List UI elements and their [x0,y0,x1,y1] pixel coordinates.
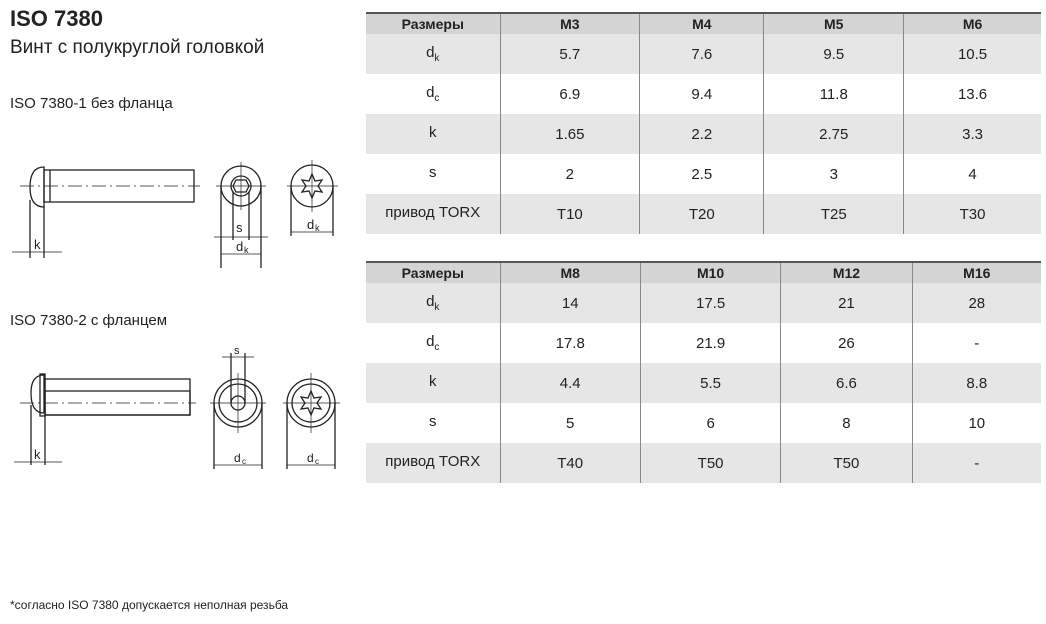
table-cell: 17.5 [639,283,781,323]
table-cell: 6 [639,403,781,443]
table-cell: T20 [639,194,764,234]
svg-text:d: d [307,217,314,232]
column-header: M8 [499,261,641,283]
svg-text:s: s [234,345,240,357]
screw-drawing-no-flange: k s d k d k [12,160,338,268]
table-cell: 7.6 [639,34,764,74]
table-row: привод TORX T40 T50 T50- [366,443,1041,483]
table-cell: T10 [499,194,640,234]
screw-drawing-with-flange: k s d c d c [14,345,340,469]
table-cell: 5.5 [639,363,781,403]
row-label: k [366,114,500,154]
column-header: M16 [911,261,1041,283]
column-header: M3 [499,12,640,34]
table-cell: 13.6 [903,74,1041,114]
row-label: привод TORX [366,194,500,234]
table-cell: 8.8 [911,363,1041,403]
table-cell: 2.75 [763,114,904,154]
row-label: привод TORX [366,443,500,483]
table-cell: 8 [780,403,913,443]
header-row: Размеры M8 M10 M12 M16 [366,261,1041,283]
variant1-caption: ISO 7380-1 без фланца [10,95,173,112]
footnote: *согласно ISO 7380 допускается неполная … [10,598,289,612]
svg-text:d: d [307,451,314,465]
table-cell: 6.9 [499,74,640,114]
page-title: ISO 7380 [10,6,103,31]
table-row: dk 14 17.5 21 28 [366,283,1041,323]
table-cell: 6.6 [780,363,913,403]
table-row: привод TORX T10 T20 T25 T30 [366,194,1041,234]
table-cell: 21 [780,283,913,323]
table-cell: 10.5 [903,34,1041,74]
header-row: Размеры M3 M4 M5 M6 [366,12,1041,34]
column-header: Размеры [366,261,500,283]
table-cell: 11.8 [763,74,904,114]
column-header: M4 [639,12,764,34]
table-cell: T25 [763,194,904,234]
svg-text:k: k [34,237,41,252]
table-cell: 2.5 [639,154,764,194]
row-label: s [366,403,500,443]
table-cell: - [911,323,1041,363]
table-cell: T30 [903,194,1041,234]
svg-text:d: d [236,239,243,254]
dimensions-table-m3-m6: Размеры M3 M4 M5 M6 dk 5.7 7.6 9.5 10.5 dc 6.9 9.4 11… [366,12,1041,234]
column-header: Размеры [366,12,500,34]
row-label: dk [366,34,500,74]
row-label: dk [366,283,500,323]
table-row: dc 17.8 21.9 26- [366,323,1041,363]
table-row: dk 5.7 7.6 9.5 10.5 [366,34,1041,74]
table-cell: 17.8 [499,323,641,363]
table-cell: 5.7 [499,34,640,74]
table-cell: 5 [499,403,641,443]
table-cell: 9.5 [763,34,904,74]
table-cell: T40 [499,443,641,483]
table-row: k 4.4 5.5 6.6 8.8 [366,363,1041,403]
column-header: M10 [639,261,781,283]
row-label: dc [366,323,500,363]
table-cell: 4 [903,154,1041,194]
table-cell: 10 [911,403,1041,443]
svg-text:c: c [315,457,319,466]
column-header: M12 [780,261,913,283]
table-cell: - [911,443,1041,483]
row-label: s [366,154,500,194]
table-row: s 5 6 8 10 [366,403,1041,443]
table-cell: 3.3 [903,114,1041,154]
svg-text:k: k [244,245,249,255]
table-cell: 1.65 [499,114,640,154]
row-label: dc [366,74,500,114]
column-header: M6 [903,12,1041,34]
table-row: k 1.65 2.2 2.75 3.3 [366,114,1041,154]
svg-text:d: d [234,451,241,465]
table-cell: 4.4 [499,363,641,403]
row-label: k [366,363,500,403]
table-cell: 26 [780,323,913,363]
table-cell: 21.9 [639,323,781,363]
table-cell: 2.2 [639,114,764,154]
column-header: M5 [763,12,904,34]
table-row: dc 6.9 9.4 11.8 13.6 [366,74,1041,114]
table-cell: 28 [911,283,1041,323]
table-cell: T50 [780,443,913,483]
svg-text:k: k [34,447,41,462]
table-cell: 3 [763,154,904,194]
table-cell: 2 [499,154,640,194]
variant2-caption: ISO 7380-2 с фланцем [10,312,168,329]
svg-text:k: k [315,223,320,233]
table-cell: 14 [499,283,641,323]
svg-text:s: s [236,220,243,235]
page-subtitle: Винт с полукруглой головкой [10,37,265,58]
table-cell: 9.4 [639,74,764,114]
table-row: s 2 2.5 3 4 [366,154,1041,194]
dimensions-table-m8-m16: Размеры M8 M10 M12 M16 dk 14 17.5 21 28 dc 17.8 21.9… [366,261,1041,483]
table-cell: T50 [639,443,781,483]
svg-text:c: c [242,457,246,466]
